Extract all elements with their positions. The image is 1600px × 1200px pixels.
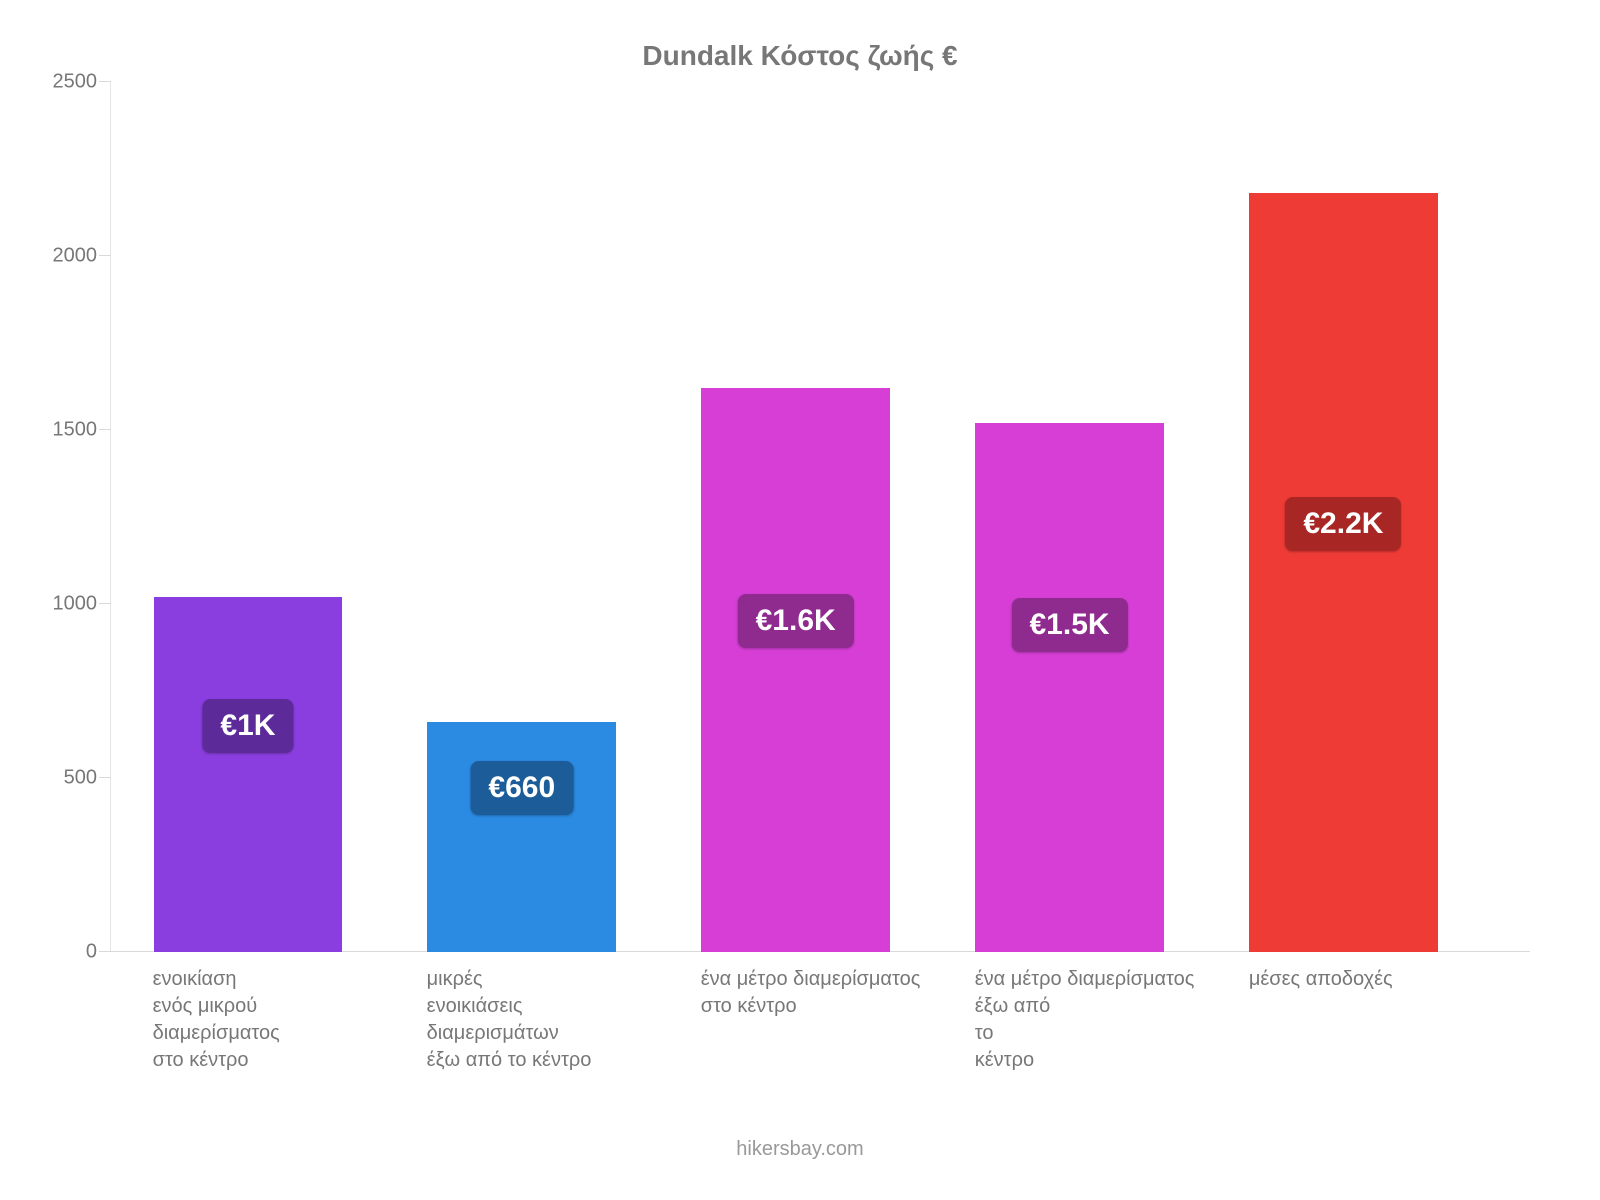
bar: €660 <box>427 722 616 952</box>
y-tick-label: 0 <box>86 941 111 964</box>
bar: €1.5K <box>975 423 1164 952</box>
attribution-text: hikersbay.com <box>40 1138 1560 1161</box>
x-axis-labels: ενοικίαση ενός μικρού διαμερίσματος στο … <box>110 952 1530 1132</box>
bar-value-badge: €1.6K <box>738 594 854 648</box>
plot-area: €1K€660€1.6K€1.5K€2.2K 05001000150020002… <box>110 82 1530 952</box>
bar-value-badge: €660 <box>470 761 573 815</box>
x-tick-label: ένα μέτρο διαμερίσματος στο κέντρο <box>701 966 975 1020</box>
x-tick-label: μέσες αποδοχές <box>1249 966 1523 993</box>
y-tick-label: 2000 <box>53 245 112 268</box>
x-tick-label: ένα μέτρο διαμερίσματος έξω από το κέντρ… <box>975 966 1249 1074</box>
y-tick-label: 1500 <box>53 419 112 442</box>
y-tick-label: 500 <box>64 767 111 790</box>
chart-title: Dundalk Κόστος ζωής € <box>40 40 1560 72</box>
bar: €1.6K <box>701 388 890 952</box>
bar: €1K <box>154 597 343 952</box>
y-tick-label: 1000 <box>53 593 112 616</box>
x-tick-label: μικρές ενοικιάσεις διαμερισμάτων έξω από… <box>427 966 701 1074</box>
bar: €2.2K <box>1249 193 1438 952</box>
x-tick-label: ενοικίαση ενός μικρού διαμερίσματος στο … <box>153 966 427 1074</box>
chart-container: Dundalk Κόστος ζωής € €1K€660€1.6K€1.5K€… <box>0 0 1600 1200</box>
bar-value-badge: €2.2K <box>1285 497 1401 551</box>
y-tick-label: 2500 <box>53 71 112 94</box>
bar-value-badge: €1K <box>202 699 293 753</box>
bar-value-badge: €1.5K <box>1011 598 1127 652</box>
bars-layer: €1K €660 €1.6K €1.5K €2.2K <box>111 82 1530 952</box>
